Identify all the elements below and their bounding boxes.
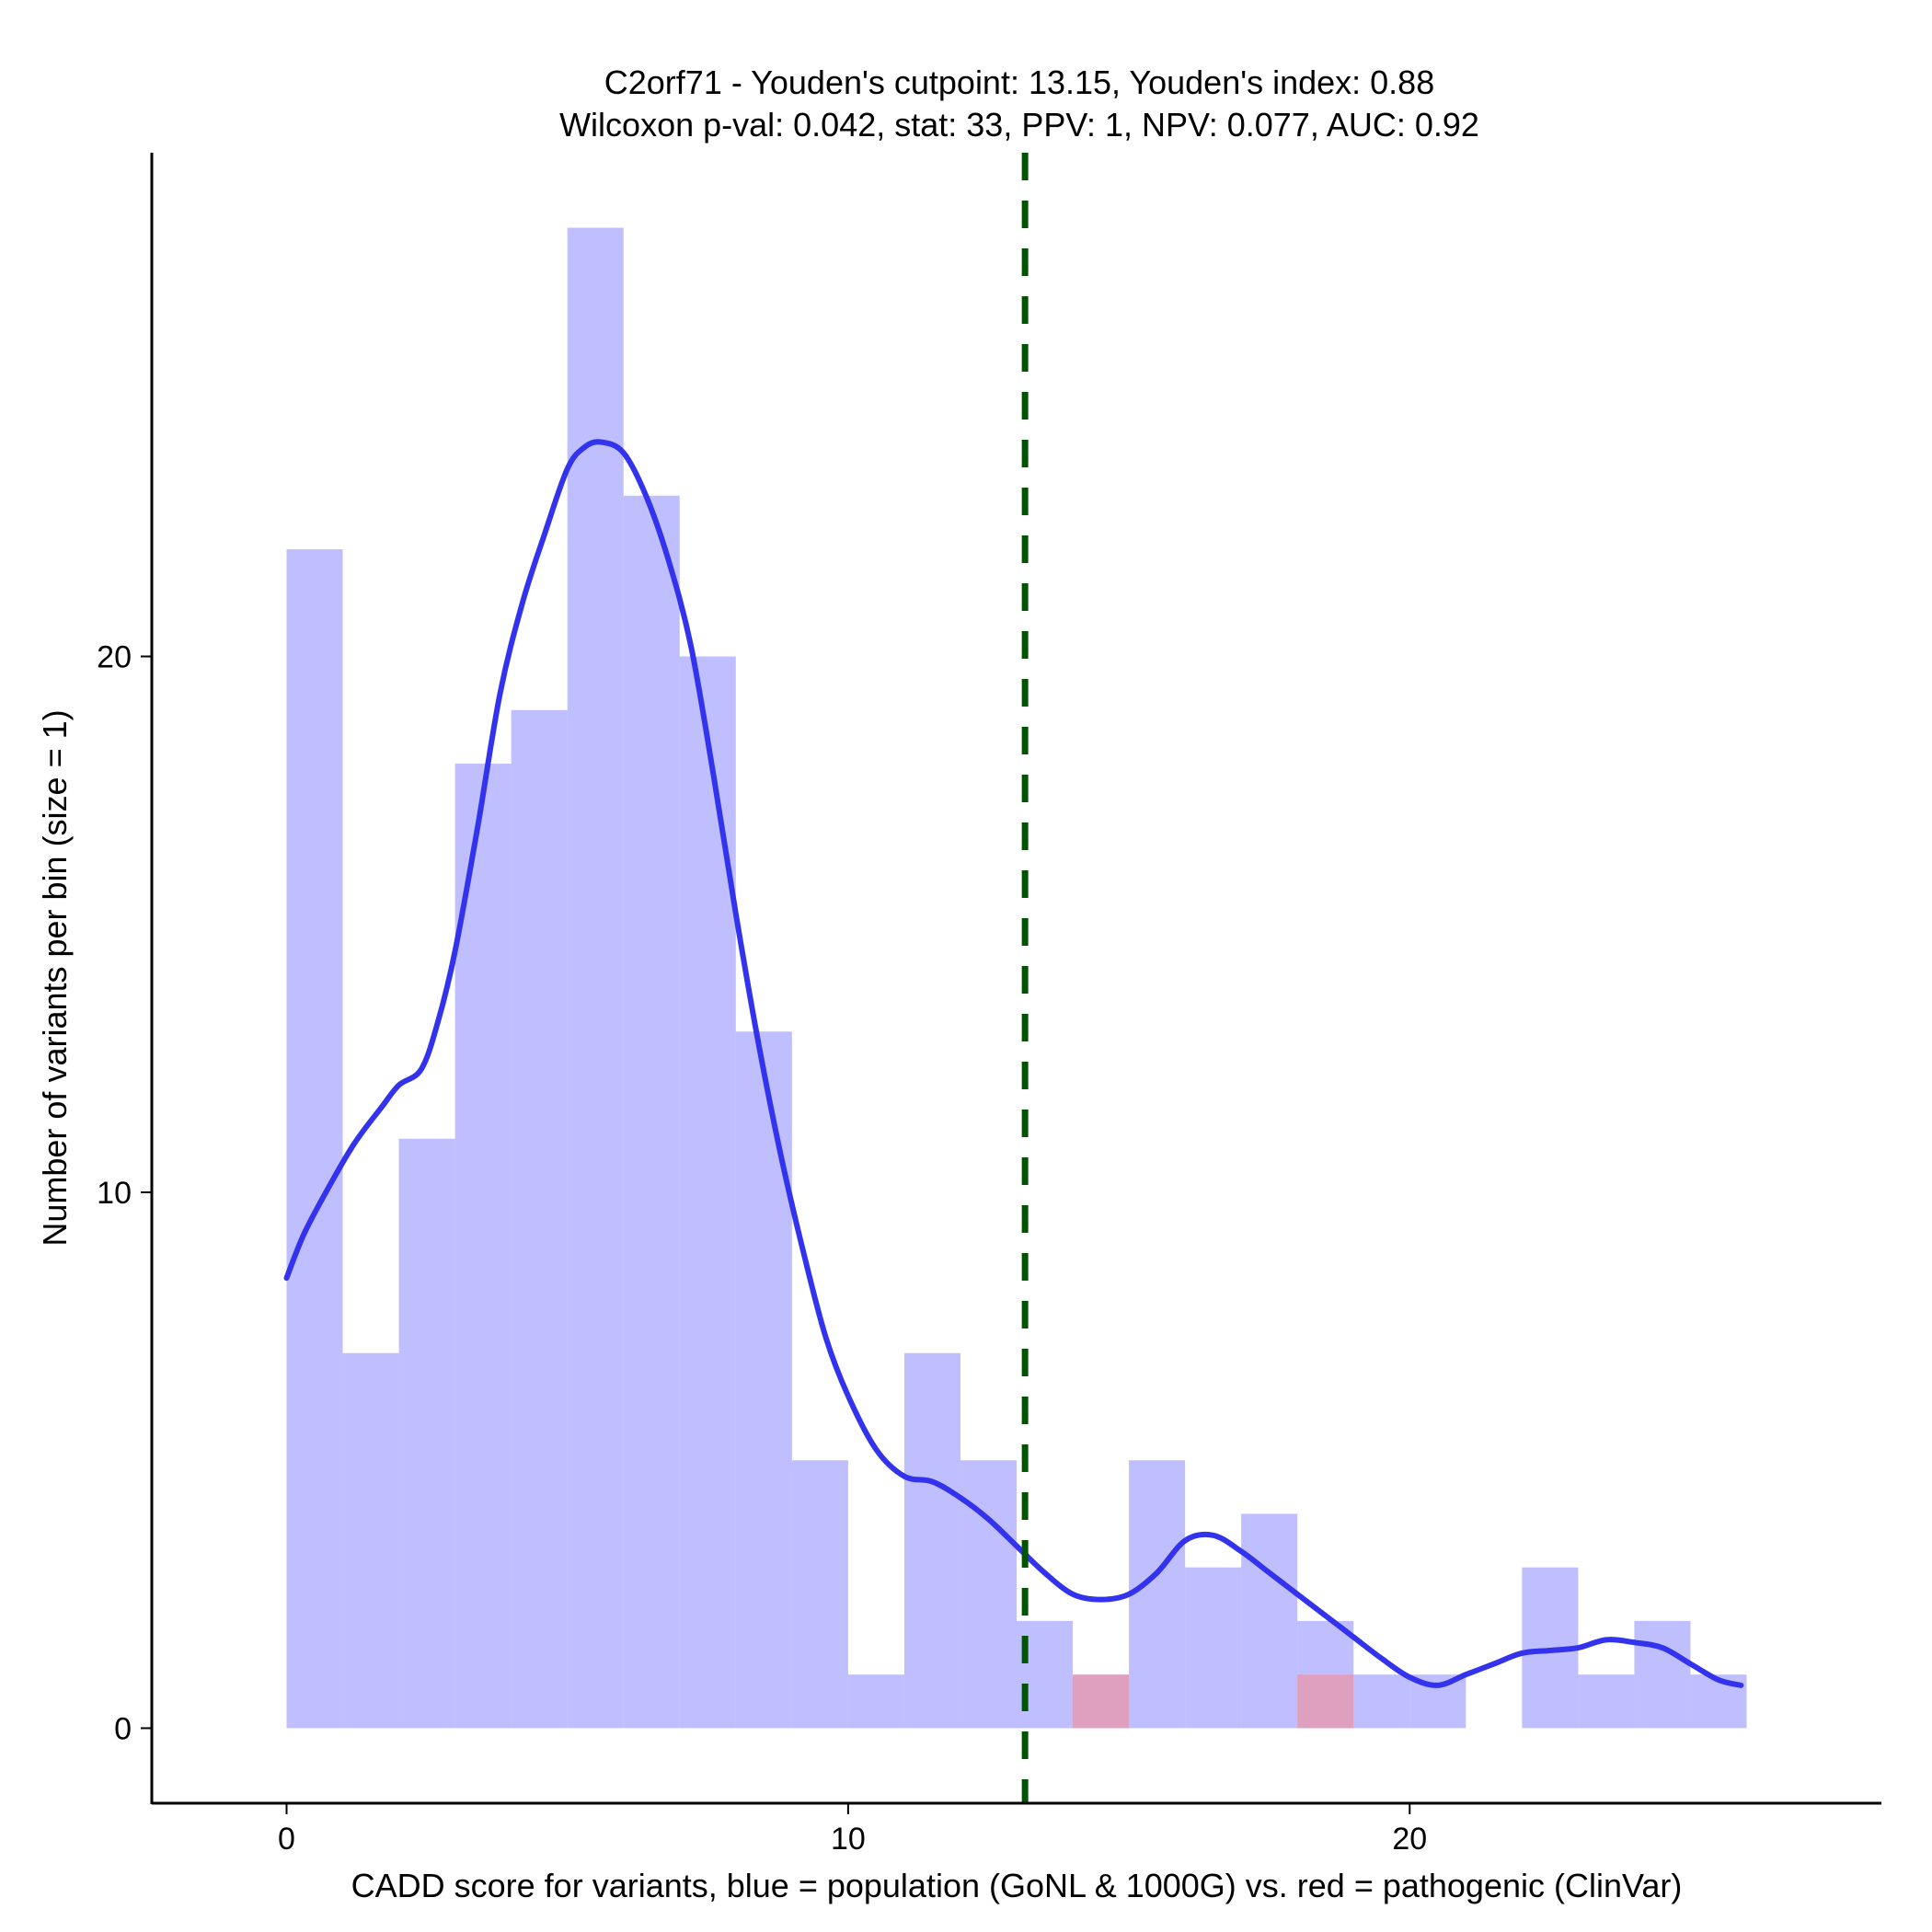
pathogenic-bars [1073, 1674, 1354, 1729]
population-bar-10 [847, 1674, 904, 1729]
population-bar-4 [511, 709, 568, 1729]
population-bar-5 [567, 227, 624, 1729]
population-bar-9 [791, 1460, 848, 1729]
y-axis-label: Number of variants per bin (size = 1) [36, 709, 74, 1246]
population-bar-17 [1241, 1513, 1298, 1729]
population-bar-15 [1129, 1460, 1186, 1729]
population-bar-8 [735, 1031, 792, 1729]
population-density-curve [283, 439, 1744, 1688]
population-bar-19 [1353, 1674, 1410, 1729]
chart-subtitle: Wilcoxon p-val: 0.042, stat: 33, PPV: 1,… [559, 106, 1479, 144]
x-tick-label: 10 [831, 1822, 866, 1857]
x-tick-label: 0 [278, 1822, 295, 1857]
population-bar-23 [1634, 1620, 1691, 1729]
chart-title: C2orf71 - Youden's cutpoint: 13.15, Youd… [604, 63, 1434, 101]
population-bars [286, 227, 1747, 1729]
population-bar-6 [623, 495, 680, 1729]
population-bar-0 [286, 549, 343, 1729]
x-axis-ticks: 0 10 20 [278, 1803, 1427, 1857]
population-bar-2 [398, 1138, 455, 1729]
x-tick-label: 20 [1392, 1822, 1427, 1857]
y-tick-label: 20 [97, 640, 132, 675]
y-tick-label: 10 [97, 1176, 132, 1211]
population-bar-3 [454, 764, 512, 1729]
y-axis-ticks: 0 10 20 [97, 640, 152, 1746]
population-bar-1 [342, 1352, 399, 1729]
pathogenic-bar-0 [1073, 1674, 1130, 1729]
population-bar-7 [679, 656, 736, 1729]
y-tick-label: 0 [114, 1711, 132, 1746]
population-bar-16 [1185, 1567, 1242, 1729]
pathogenic-bar-1 [1297, 1674, 1354, 1729]
population-bar-22 [1578, 1674, 1635, 1729]
population-bar-11 [903, 1352, 960, 1729]
x-axis-label: CADD score for variants, blue = populati… [351, 1867, 1683, 1904]
